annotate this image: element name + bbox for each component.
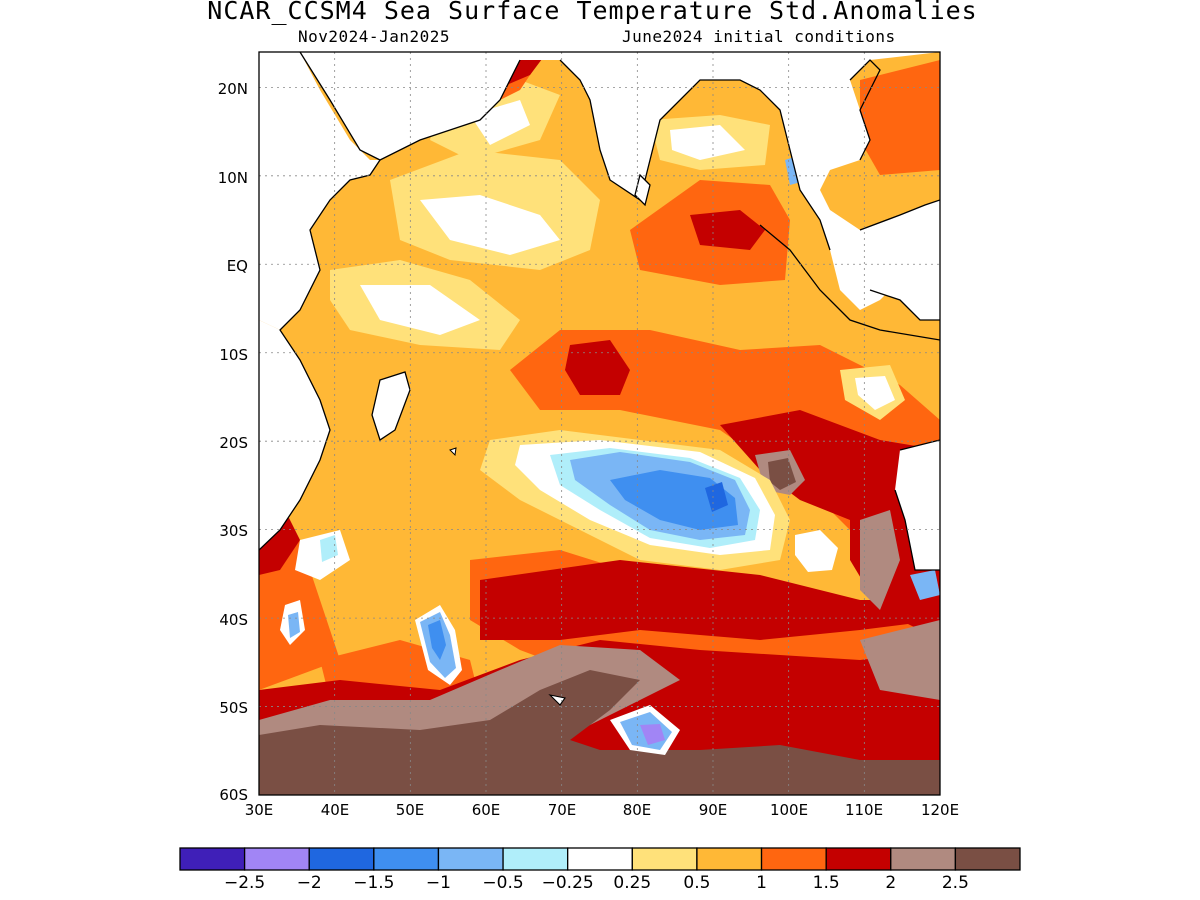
lat-tick-label: 50S: [219, 699, 248, 717]
colorbar-label: −0.5: [482, 873, 523, 893]
field-patch: [420, 195, 560, 255]
lat-tick-label: EQ: [227, 257, 248, 275]
field-patch: [565, 340, 630, 395]
colorbar-swatch: [502, 847, 569, 871]
colorbar-swatch: [243, 847, 310, 871]
colorbar-swatch: [954, 847, 1021, 871]
colorbar-label: 0.5: [683, 873, 710, 893]
graticule: [259, 52, 940, 795]
coastline: [849, 59, 881, 161]
field-patch: [480, 560, 940, 640]
field-patch: [705, 482, 728, 512]
colorbar-swatch: [825, 847, 892, 871]
coastline: [371, 371, 411, 442]
colorbar-swatch: [631, 847, 698, 871]
anomaly-field: [259, 52, 940, 795]
land-borneo: [860, 200, 940, 320]
colorbar-label: 1: [756, 873, 767, 893]
coastline-sumatra-java: [759, 224, 940, 341]
land-africa-north: [259, 52, 380, 330]
chart-title: NCAR_CCSM4 Sea Surface Temperature Std.A…: [207, 0, 978, 25]
colorbar-label: −1.5: [353, 873, 394, 893]
coastline: [259, 159, 381, 551]
lat-tick-label: 30S: [219, 522, 248, 540]
field-patch: [860, 60, 940, 175]
colorbar-label: 1.5: [813, 873, 840, 893]
colorbar-labels: −2.5 −2 −1.5 −1 −0.5 −0.25 0.25 0.5 1 1.5 2 2.5: [224, 873, 969, 893]
lon-tick-label: 60E: [472, 801, 501, 819]
lat-tick-label: 40S: [219, 611, 248, 629]
colorbar-swatch: [179, 847, 246, 871]
land-africa-south: [259, 320, 330, 550]
land-australia: [895, 440, 940, 570]
field-patch: [259, 670, 940, 795]
coastline: [894, 439, 940, 571]
colorbar-label: −1: [426, 873, 451, 893]
colorbar-label: −2: [297, 873, 322, 893]
lon-tick-label: 110E: [845, 801, 883, 819]
land-madagascar: [372, 372, 410, 440]
map-frame: [258, 51, 941, 796]
lon-tick-label: 50E: [396, 801, 425, 819]
lat-tick-label: 20S: [219, 434, 248, 452]
coastline: [559, 59, 831, 251]
colorbar-label: −0.25: [542, 873, 594, 893]
colorbar-swatch: [437, 847, 504, 871]
lat-tick-label: 20N: [218, 80, 248, 98]
lon-tick-label: 40E: [321, 801, 350, 819]
colorbar: [179, 847, 1021, 871]
lon-tick-label: 70E: [548, 801, 577, 819]
colorbar-swatch: [696, 847, 763, 871]
field-patch: [320, 535, 338, 562]
field-patch: [640, 724, 665, 745]
longitude-axis: 30E 40E 50E 60E 70E 80E 90E 100E 110E 12…: [245, 801, 959, 819]
colorbar-label: −2.5: [224, 873, 265, 893]
lon-tick-label: 120E: [921, 801, 959, 819]
field-patch: [360, 285, 480, 335]
colorbar-swatch: [308, 847, 375, 871]
lon-tick-label: 90E: [699, 801, 728, 819]
field-patch: [670, 125, 745, 160]
field-patch: [910, 570, 940, 600]
land-srilanka: [634, 173, 651, 207]
field-patch: [690, 210, 765, 250]
initial-conditions: June2024 initial conditions: [622, 27, 896, 46]
field-patch: [795, 530, 838, 572]
colorbar-swatch: [373, 847, 440, 871]
lat-tick-label: 60S: [219, 786, 248, 804]
lat-tick-label: 10N: [218, 169, 248, 187]
land-mauritius: [449, 447, 457, 457]
colorbar-label: 0.25: [613, 873, 651, 893]
latitude-axis: 20N 10N EQ 10S 20S 30S 40S 50S 60S: [218, 80, 248, 804]
lon-tick-label: 100E: [770, 801, 808, 819]
field-patch: [860, 620, 940, 700]
colorbar-swatch: [760, 847, 827, 871]
forecast-period: Nov2024-Jan2025: [298, 27, 450, 46]
field-patch: [288, 612, 300, 638]
colorbar-swatch: [890, 847, 957, 871]
lon-tick-label: 80E: [623, 801, 652, 819]
lon-tick-label: 30E: [245, 801, 274, 819]
coastline: [299, 52, 521, 161]
land-kerguelen: [548, 694, 566, 706]
colorbar-label: 2: [885, 873, 896, 893]
coastline: [859, 199, 940, 321]
field-patch: [855, 376, 895, 410]
field-patch: [428, 620, 446, 660]
lat-tick-label: 10S: [219, 346, 248, 364]
field-patch: [610, 470, 738, 530]
colorbar-swatch: [567, 847, 633, 871]
colorbar-label: 2.5: [942, 873, 969, 893]
field-patch: [860, 510, 900, 610]
land-asia: [259, 52, 940, 310]
